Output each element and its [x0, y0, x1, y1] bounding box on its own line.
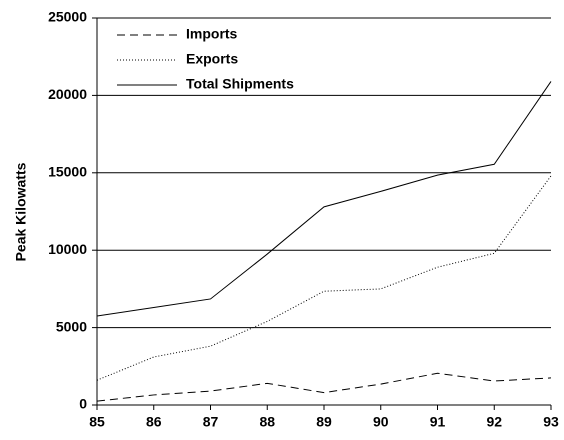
y-axis-label: Peak Kilowatts [13, 162, 29, 261]
x-tick-label: 87 [203, 414, 219, 430]
x-tick-label: 90 [373, 414, 389, 430]
legend-label: Exports [186, 51, 238, 67]
x-tick-label: 93 [543, 414, 559, 430]
y-tick-label: 25000 [48, 9, 87, 25]
series-line [96, 81, 552, 317]
x-tick-label: 89 [316, 414, 332, 430]
x-tick-label: 86 [146, 414, 162, 430]
y-tick-label: 20000 [48, 86, 87, 102]
y-tick-label: 0 [79, 396, 87, 412]
y-tick-label: 10000 [48, 241, 87, 257]
y-tick-label: 5000 [56, 318, 87, 334]
legend-label: Total Shipments [186, 76, 294, 92]
x-tick-label: 85 [89, 414, 105, 430]
series-line [96, 372, 552, 402]
x-tick-label: 92 [486, 414, 502, 430]
legend-label: Imports [186, 26, 238, 42]
x-tick-label: 88 [259, 414, 275, 430]
y-tick-label: 15000 [48, 164, 87, 180]
x-tick-label: 91 [430, 414, 446, 430]
